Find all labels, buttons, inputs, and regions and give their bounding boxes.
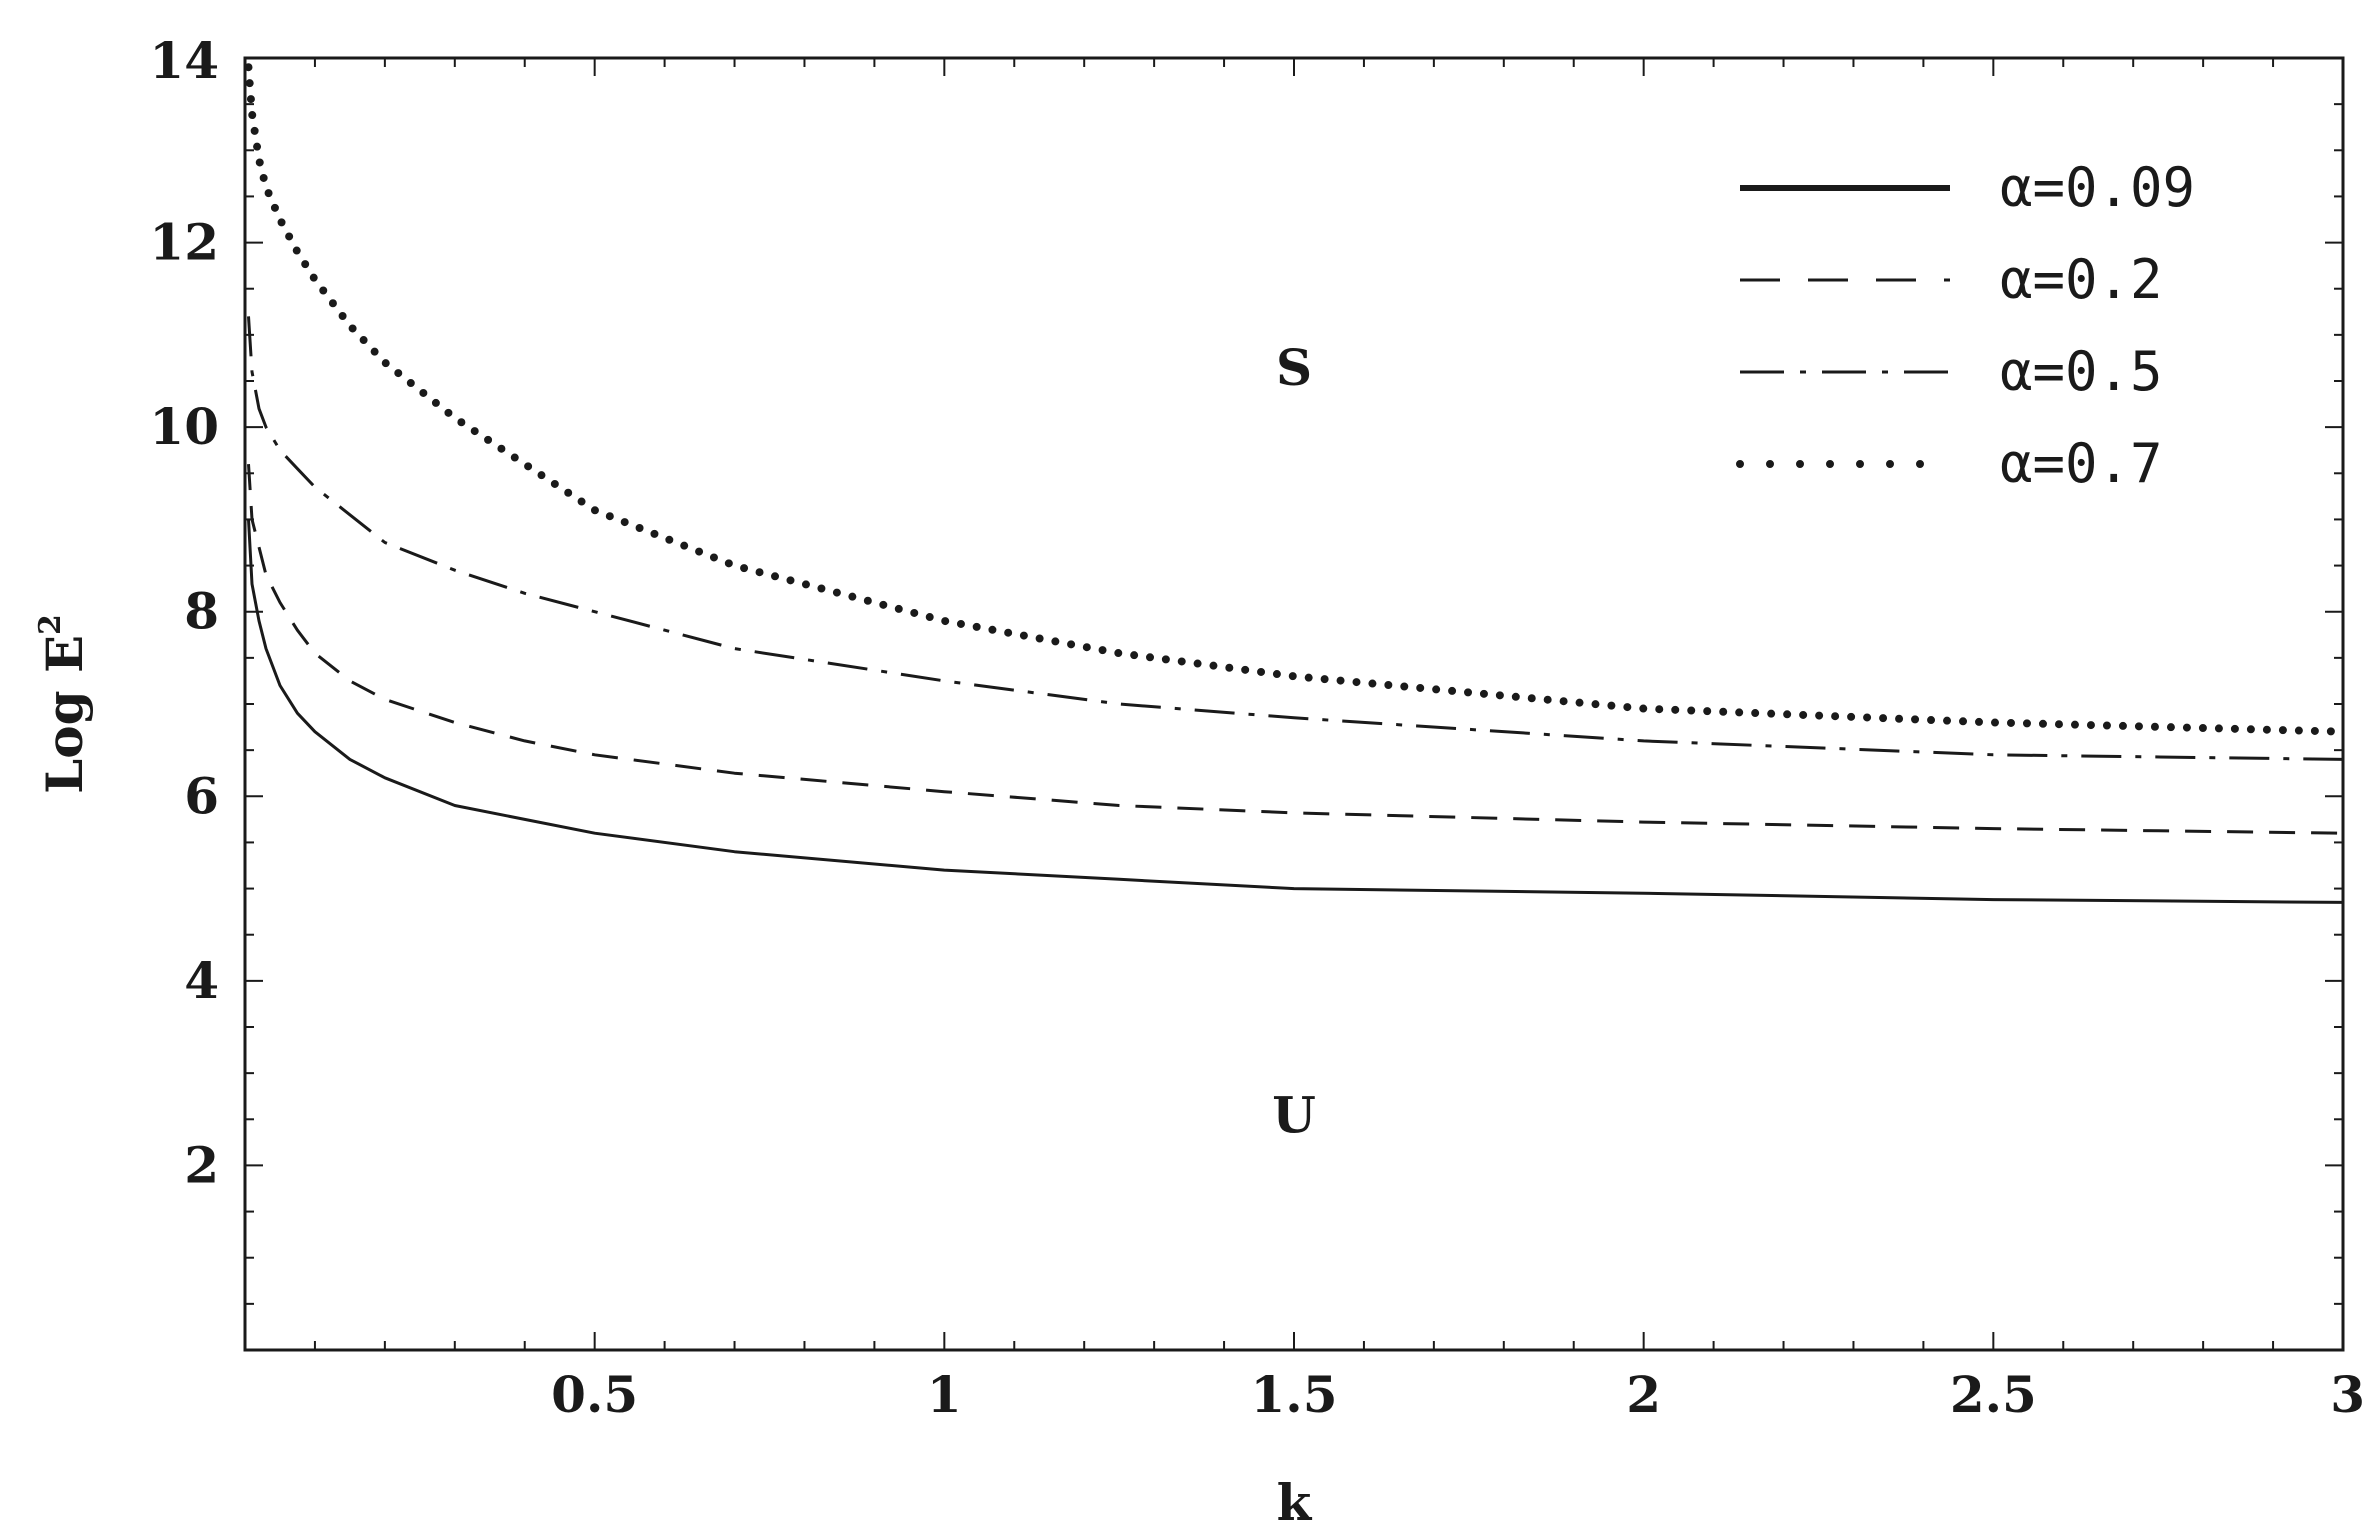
legend-label-0: α=0.09 <box>2000 156 2195 219</box>
x-tick-label: 1.5 <box>1251 1365 1338 1424</box>
y-tick-label: 6 <box>184 766 219 825</box>
legend-label-1: α=0.2 <box>2000 248 2163 311</box>
series-line-3 <box>244 63 2347 736</box>
svg-text:Log E2: Log E2 <box>33 614 94 794</box>
x-tick-label: 2 <box>1626 1365 1661 1424</box>
y-tick-label: 4 <box>184 951 219 1010</box>
region-label-s: S <box>1276 338 1312 397</box>
x-tick-label: 2.5 <box>1950 1365 2037 1424</box>
x-axis-title: k <box>1277 1473 1313 1532</box>
region-label-u: U <box>1272 1085 1316 1144</box>
legend: α=0.09 α=0.2 α=0.5 α=0.7 <box>1736 156 2195 495</box>
legend-label-3: α=0.7 <box>2000 432 2163 495</box>
x-tick-label: 1 <box>927 1365 962 1424</box>
y-tick-label: 12 <box>149 213 219 272</box>
y-tick-label: 10 <box>149 397 219 456</box>
series-line-0 <box>247 519 2344 904</box>
y-tick-label: 2 <box>184 1135 219 1194</box>
series-line-2 <box>247 316 2344 761</box>
tick-labels-layer: 0.5 1 1.5 2 2.5 3 2 4 6 8 10 12 14 <box>149 31 2365 1424</box>
y-axis-title: Log E2 <box>33 614 94 794</box>
legend-label-2: α=0.5 <box>2000 340 2163 403</box>
y-axis-title-text: Log E <box>35 635 94 794</box>
y-tick-label: 14 <box>149 31 219 90</box>
y-tick-label: 8 <box>184 582 219 641</box>
curves-layer <box>244 63 2347 904</box>
ticks-layer <box>245 57 2344 1350</box>
x-tick-label: 0.5 <box>551 1365 638 1424</box>
x-tick-label: 3 <box>2330 1365 2365 1424</box>
y-axis-title-superscript: 2 <box>33 614 68 635</box>
